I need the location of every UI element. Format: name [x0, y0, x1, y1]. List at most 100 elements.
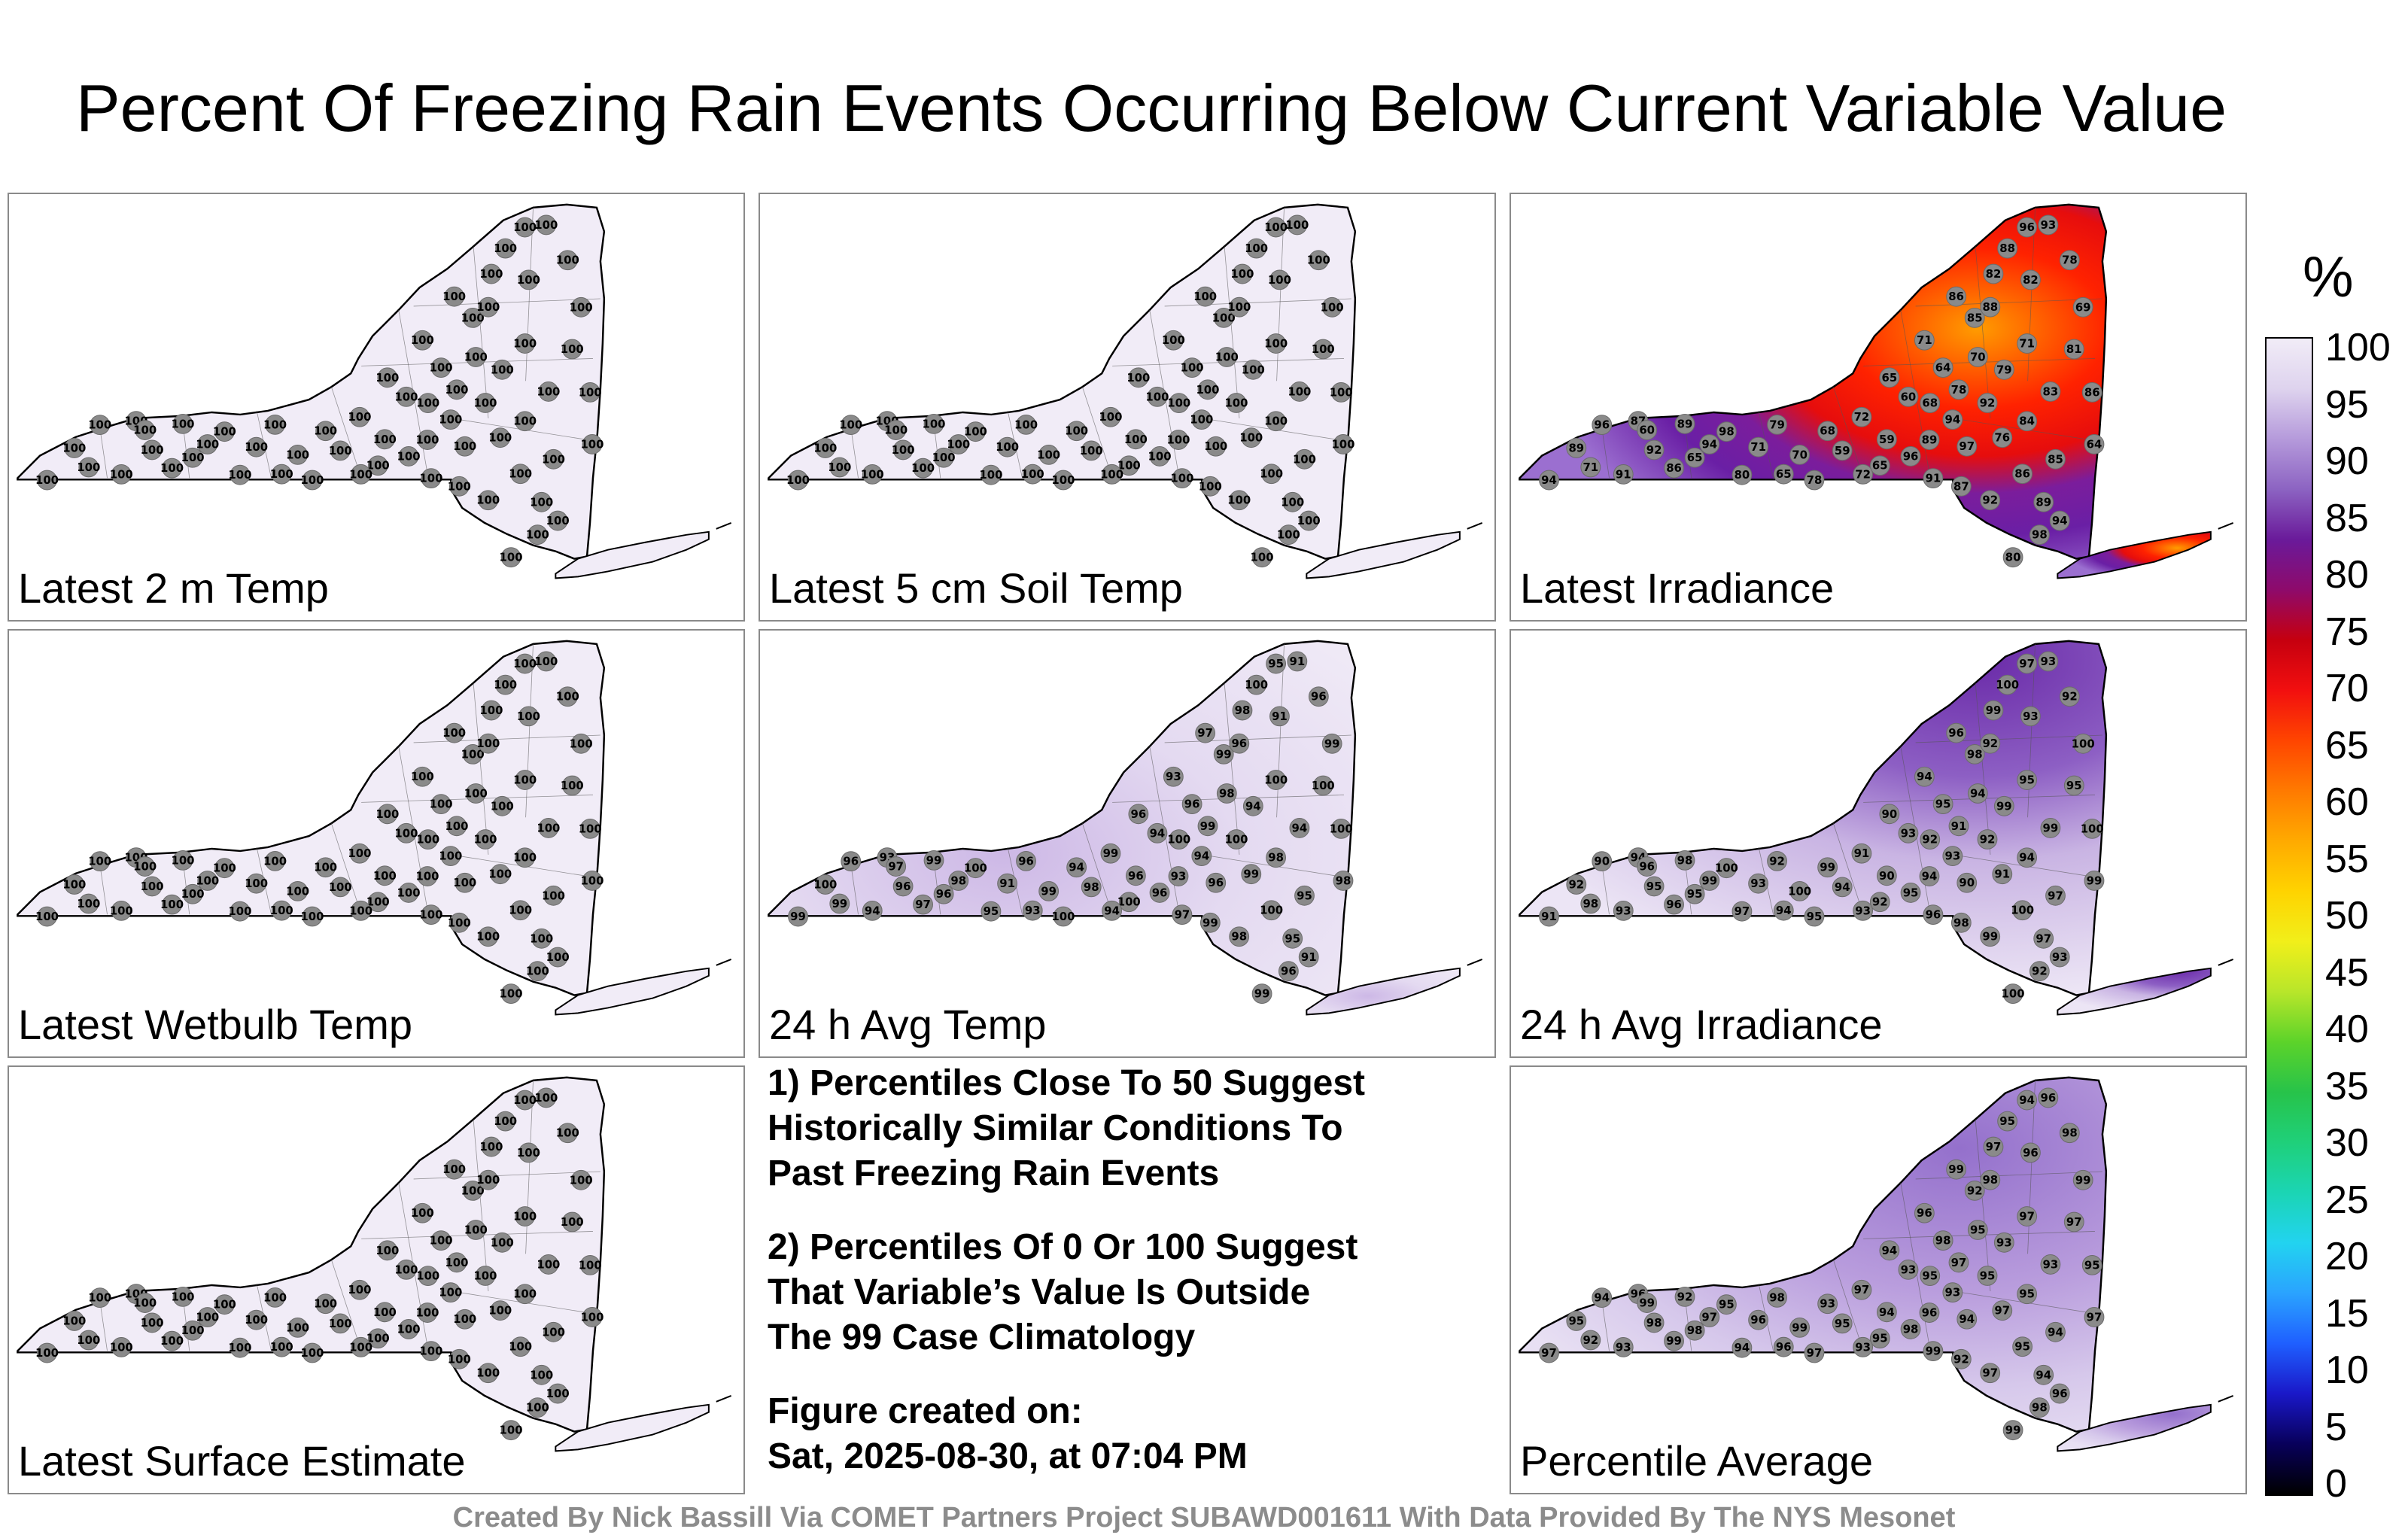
station-value: 100: [534, 218, 558, 232]
station-marker: 100: [561, 339, 584, 360]
county-line: [1915, 734, 2102, 743]
station-value: 79: [1996, 363, 2012, 376]
station-value: 93: [1750, 877, 1766, 890]
state-map: 1001001001001001001001001001001001001001…: [17, 1076, 732, 1452]
station-value: 93: [2040, 218, 2056, 232]
station-marker: 100: [1117, 892, 1141, 913]
station-value: 82: [1986, 267, 2002, 281]
station-value: 100: [491, 363, 514, 376]
station-marker: 97: [1732, 901, 1753, 922]
station-marker: 100: [110, 1336, 133, 1357]
station-value: 100: [416, 1269, 439, 1283]
station-marker: 82: [1983, 263, 2004, 284]
station-value: 95: [1807, 910, 1823, 923]
station-value: 95: [1903, 886, 1919, 899]
state-outline: [17, 203, 606, 560]
county-line: [473, 246, 489, 418]
station-marker: 96: [1149, 883, 1170, 903]
station-marker: 96: [1128, 804, 1149, 825]
station-marker: 99: [2072, 1169, 2093, 1190]
station-value: 100: [430, 1234, 453, 1248]
station-value: 100: [329, 1317, 352, 1330]
station-value: 90: [1879, 869, 1895, 883]
station-marker: 100: [1126, 367, 1150, 388]
county-line: [1082, 387, 1113, 479]
station-marker: 100: [461, 743, 485, 764]
station-marker: 80: [1732, 464, 1753, 485]
station-value: 92: [1967, 1184, 1983, 1197]
station-value: 100: [464, 350, 488, 363]
shoreline-mark: [1467, 958, 1483, 966]
station-value: 100: [786, 473, 810, 487]
station-value: 98: [1687, 1324, 1703, 1337]
station-marker: 100: [263, 1287, 287, 1308]
station-value: 99: [1982, 930, 1998, 944]
station-value: 100: [1715, 862, 1738, 875]
station-marker: 100: [314, 421, 337, 442]
station-value: 100: [513, 1093, 537, 1107]
station-value: 100: [1227, 300, 1251, 314]
station-value: 99: [1200, 819, 1216, 833]
station-value: 100: [579, 385, 602, 399]
station-marker: 92: [1869, 892, 1890, 913]
station-value: 100: [534, 1091, 558, 1105]
station-marker: 94: [1242, 795, 1263, 816]
station-marker: 100: [839, 415, 862, 436]
station-value: 100: [415, 870, 439, 883]
station-marker: 97: [1172, 904, 1193, 926]
station-marker: 64: [1932, 357, 1953, 378]
county-line: [99, 427, 108, 479]
station-value: 97: [2087, 1310, 2102, 1324]
station-marker: 100: [329, 440, 352, 461]
station-value: 94: [1594, 1291, 1610, 1305]
station-marker: 64: [2084, 434, 2105, 454]
station-marker: 100: [419, 904, 442, 926]
station-marker: 78: [1804, 470, 1825, 491]
station-marker: 100: [461, 1180, 485, 1201]
station-marker: 92: [1674, 1287, 1695, 1307]
station-marker: 99: [1213, 743, 1234, 764]
station-value: 96: [1128, 869, 1144, 883]
station-marker: 100: [2072, 733, 2095, 754]
station-marker: 86: [2012, 464, 2033, 485]
county-line: [1915, 298, 2102, 307]
station-marker: 100: [445, 1252, 469, 1273]
station-value: 100: [416, 397, 439, 410]
station-marker: 100: [314, 1293, 337, 1315]
station-marker: 100: [1264, 333, 1288, 354]
colorbar-tick-label: 100: [2325, 326, 2391, 369]
station-value: 65: [1882, 371, 1898, 385]
station-marker: 97: [2033, 928, 2054, 949]
station-marker: 94: [1592, 1287, 1613, 1309]
station-marker: 100: [1715, 858, 1738, 879]
station-marker: 100: [1099, 406, 1122, 427]
station-value: 100: [245, 877, 268, 890]
station-marker: 97: [1956, 436, 1978, 457]
station-value: 100: [537, 1257, 560, 1271]
station-marker: 100: [579, 1254, 602, 1275]
long-island-outline: [2057, 1403, 2212, 1452]
station-marker: 100: [517, 269, 540, 290]
station-marker: 71: [1748, 436, 1769, 457]
county-line: [1601, 863, 1610, 915]
station-marker: 100: [1215, 347, 1239, 367]
station-marker: 96: [2049, 1383, 2070, 1404]
station-value: 71: [1750, 440, 1766, 454]
station-value: 97: [1701, 1310, 1717, 1324]
station-marker: 93: [1942, 846, 1963, 867]
station-marker: 100: [1281, 491, 1304, 512]
station-marker: 60: [1898, 386, 1919, 407]
station-marker: 100: [300, 470, 324, 491]
station-value: 100: [517, 710, 540, 723]
station-marker: 92: [1767, 850, 1787, 871]
station-value: 100: [1331, 437, 1354, 451]
station-value: 97: [2048, 889, 2063, 902]
station-marker: 99: [1100, 843, 1121, 864]
station-value: 72: [1854, 410, 1870, 424]
station-value: 100: [813, 877, 837, 891]
station-value: 100: [171, 853, 194, 867]
station-value: 100: [1124, 433, 1148, 446]
station-value: 100: [517, 1146, 540, 1160]
station-value: 100: [181, 1324, 205, 1337]
station-marker: 100: [509, 900, 532, 921]
